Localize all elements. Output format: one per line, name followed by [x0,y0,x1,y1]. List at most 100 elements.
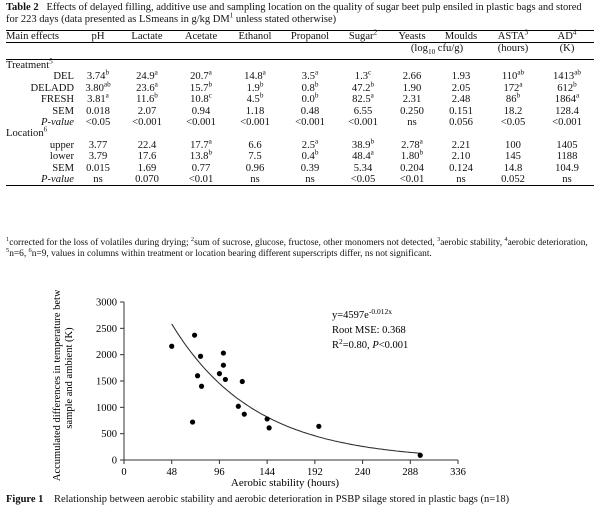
results-table: Main effects pH Lactate Acetate Ethanol … [6,29,594,187]
footnote-marker: 5 [6,246,10,254]
header-propanol: Propanol [282,29,338,43]
cell-superscript: b [259,80,264,89]
footnote-marker: 6 [28,246,32,254]
cell-value: 1413 [553,71,575,83]
table-cell: 11.6b [120,91,174,105]
table-cell: <0.001 [282,117,338,128]
row-label: FRESH [41,94,74,106]
header-main-effects: Main effects [6,29,76,43]
cell-value: 104.9 [555,162,579,174]
group-name: Treatment [6,59,50,71]
table-cell: 3.80ab [76,81,120,94]
row-label: P-value [6,173,76,187]
cell-superscript: a [208,137,212,146]
cell-value: ns [456,173,466,185]
cell-value: <0.05 [85,116,111,128]
header-ad-unit: (K) [540,42,594,60]
header-moulds: Moulds [436,29,486,43]
cell-superscript: b [259,91,264,100]
cell-value: 3.74 [86,71,106,83]
table-cell: 1.80b [388,149,436,162]
table-cell: <0.001 [540,117,594,128]
table-cell: 0.0b [282,92,338,105]
table-cell: <0.001 [174,117,228,128]
table-cell: 2.07 [120,106,174,117]
header-ph: pH [76,29,120,43]
cell-superscript: b [154,91,158,100]
data-point [241,411,247,417]
table-cell: ns [436,173,486,187]
cell-superscript: b [208,80,213,89]
equation-text: y=4597e [332,310,369,321]
y-tick-label: 500 [101,429,117,440]
cell-value: 612 [557,82,574,94]
p-rest: <0.001 [379,340,409,351]
x-tick-label: 240 [355,467,371,478]
cell-superscript: a [370,91,374,100]
table-cell: <0.05 [486,117,540,128]
cell-value: <0.01 [188,173,214,185]
cell-value: <0.001 [552,116,582,128]
cell-value: ns [562,173,572,185]
cell-value: 3.80 [85,82,104,94]
footnote-marker: 2 [190,235,195,243]
table-label: Table 2 [6,2,39,13]
table-cell: <0.001 [338,117,388,128]
cell-value: <0.001 [348,116,378,128]
cell-superscript: a [575,91,580,100]
cell-value: 15.7 [189,82,209,94]
cell-value: 1864 [554,94,576,106]
table-cell: <0.001 [120,117,174,128]
cell-value: 13.8 [189,151,209,163]
table-cell: <0.05 [76,117,120,128]
cell-superscript: b [573,80,577,89]
table-cell: 612b [540,80,594,94]
cell-superscript: b [208,148,213,157]
cell-superscript: b [314,148,319,157]
table-cell: 3.5a [282,69,338,83]
cell-superscript: c [208,91,212,100]
table-cell: 1.3c [338,69,388,82]
y-tick-label: 3000 [96,298,117,309]
table-cell: 2.31 [388,94,436,105]
row-label: DEL [53,71,74,83]
table-cell: 0.052 [486,173,540,187]
cell-value: 1.90 [402,82,422,94]
data-point [198,383,205,389]
table-cell: 23.6a [120,81,174,94]
data-point [417,452,423,458]
table-row: DEL 3.74b 24.9a 20.7a 14.8a 3.5a 1.3c 2.66 1.93 1… [6,68,594,83]
table-row: FRESH 3.81a 11.6b 10.8c 4.5b 0.0b 82.5a 2.31 2.4… [6,91,594,106]
table-cell: 128.4 [540,106,594,117]
header-cfu-unit: (log10 cfu/g) [388,42,486,60]
cell-value: 0.4 [301,151,315,163]
cell-value: 145 [505,151,521,163]
table-cell: 10.8c [174,91,228,105]
cell-value: 17.7 [190,139,209,151]
table-cell: 20.7a [174,69,228,82]
table-cell: 104.9 [540,163,594,174]
cell-value: 2.31 [402,94,422,106]
table-cell: 0.94 [174,106,228,117]
cell-value: 47.2 [351,82,371,94]
table-cell: 100 [486,140,540,151]
data-point [266,425,272,431]
table-cell: 1864a [540,91,594,106]
table-cell: 15.7b [174,80,228,94]
y-tick-label: 2500 [96,324,117,335]
cell-value: 3.5 [301,71,316,83]
cell-superscript: a [519,80,523,89]
r2-sup: 2 [339,337,343,346]
table-cell: 2.10 [436,151,486,162]
x-tick-label: 336 [450,467,466,478]
cell-value: 0.48 [300,105,320,117]
table-cell: 14.8 [486,163,540,174]
header-yeasts: Yeasts [388,29,436,43]
cell-value: 14.8 [244,71,263,83]
cell-value: <0.001 [186,116,216,128]
table-cell: 0.204 [388,163,436,174]
cell-superscript: ab [517,68,525,77]
footnote-text: corrected for the loss of volatiles duri… [9,238,191,248]
data-point [169,343,175,349]
equation-annotation: y=4597e-0.012x Root MSE: 0.368 R2=0.80, … [332,307,408,351]
